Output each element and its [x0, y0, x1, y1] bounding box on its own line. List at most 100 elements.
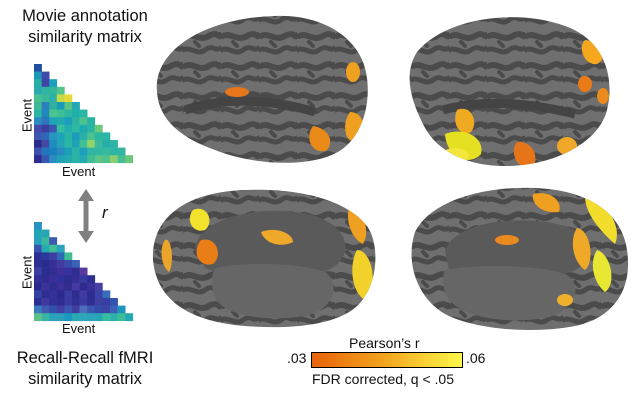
matrix-cell — [41, 109, 50, 118]
bottom-matrix-title-line1: Recall-Recall fMRI — [16, 349, 154, 367]
matrix-cell — [49, 79, 58, 88]
matrix-cell — [41, 229, 50, 238]
matrix-cell — [34, 244, 42, 253]
matrix-cell — [72, 155, 80, 164]
matrix-cell — [56, 117, 65, 126]
matrix-cell — [34, 282, 42, 291]
matrix-cell — [41, 132, 50, 141]
matrix-cell — [49, 237, 58, 246]
matrix-cell — [34, 222, 42, 230]
matrix-cell — [49, 132, 58, 141]
matrix-cell — [49, 117, 58, 126]
matrix-cell — [72, 132, 80, 141]
matrix-cell — [34, 117, 42, 126]
colorbar-max-label: .06 — [466, 350, 486, 366]
matrix-cell — [34, 132, 42, 141]
matrix-cell — [94, 282, 103, 291]
matrix-cell — [64, 313, 73, 322]
matrix-cell — [94, 313, 103, 322]
matrix-cell — [41, 244, 50, 253]
matrix-cell — [56, 94, 65, 103]
matrix-cell — [49, 244, 58, 253]
matrix-cell — [72, 140, 80, 148]
matrix-cell — [41, 140, 50, 148]
matrix-cell — [49, 102, 58, 110]
matrix-cell — [41, 94, 50, 103]
matrix-cell — [125, 155, 134, 164]
matrix-cell — [49, 252, 58, 261]
double-arrow-icon — [78, 189, 94, 243]
matrix-cell — [79, 313, 88, 322]
matrix-cell — [49, 282, 58, 291]
matrix-cell — [34, 147, 42, 156]
top-matrix-title: Movie annotation similarity matrix — [0, 6, 170, 48]
matrix-cell — [64, 290, 73, 299]
matrix-cell — [79, 124, 88, 133]
matrix-cell — [64, 260, 73, 268]
matrix-cell — [41, 71, 50, 80]
matrix-cell — [72, 267, 80, 276]
matrix-cell — [49, 94, 58, 103]
matrix-cell — [110, 305, 118, 314]
matrix-cell — [87, 305, 96, 314]
matrix-cell — [41, 260, 50, 268]
matrix-cell — [49, 86, 58, 95]
matrix-cell — [49, 155, 58, 164]
matrix-cell — [41, 282, 50, 291]
matrix-cell — [41, 124, 50, 133]
bottom-matrix-ylabel: Event — [19, 255, 35, 290]
matrix-cell — [34, 109, 42, 118]
matrix-cell — [94, 290, 103, 299]
matrix-cell — [64, 252, 73, 261]
brain-medial-right — [411, 187, 629, 330]
matrix-cell — [72, 109, 80, 118]
matrix-cell — [49, 260, 58, 268]
matrix-cell — [56, 132, 65, 141]
matrix-cell — [102, 313, 111, 322]
matrix-cell — [79, 282, 88, 291]
matrix-cell — [41, 79, 50, 88]
matrix-cell — [49, 275, 58, 284]
matrix-cell — [49, 313, 58, 322]
matrix-cell — [79, 267, 88, 276]
matrix-cell — [117, 305, 126, 314]
matrix-cell — [64, 155, 73, 164]
brain-medial-left — [152, 189, 376, 328]
matrix-cell — [94, 155, 103, 164]
matrix-cell — [64, 275, 73, 284]
matrix-cell — [56, 305, 65, 314]
matrix-cell — [41, 117, 50, 126]
matrix-cell — [79, 132, 88, 141]
matrix-cell — [49, 298, 58, 306]
matrix-cell — [94, 147, 103, 156]
bottom-matrix-title-line2: similarity matrix — [28, 370, 142, 388]
matrix-cell — [56, 140, 65, 148]
matrix-cell — [117, 313, 126, 322]
matrix-cell — [117, 155, 126, 164]
matrix-cell — [72, 275, 80, 284]
matrix-cell — [117, 147, 126, 156]
matrix-cell — [110, 140, 118, 148]
matrix-cell — [87, 140, 96, 148]
matrix-cell — [64, 124, 73, 133]
matrix-cell — [34, 260, 42, 268]
matrix-cell — [41, 313, 50, 322]
matrix-cell — [34, 229, 42, 238]
matrix-cell — [34, 79, 42, 88]
matrix-cell — [87, 132, 96, 141]
matrix-cell — [34, 298, 42, 306]
colorbar-min-label: .03 — [287, 350, 307, 366]
matrix-cell — [72, 102, 80, 110]
matrix-cell — [56, 244, 65, 253]
matrix-cell — [64, 117, 73, 126]
matrix-cell — [87, 117, 96, 126]
matrix-cell — [79, 147, 88, 156]
matrix-cell — [72, 290, 80, 299]
matrix-cell — [110, 313, 118, 322]
matrix-cell — [56, 102, 65, 110]
matrix-cell — [64, 102, 73, 110]
matrix-cell — [87, 298, 96, 306]
matrix-cell — [94, 305, 103, 314]
matrix-cell — [102, 140, 111, 148]
matrix-cell — [94, 298, 103, 306]
